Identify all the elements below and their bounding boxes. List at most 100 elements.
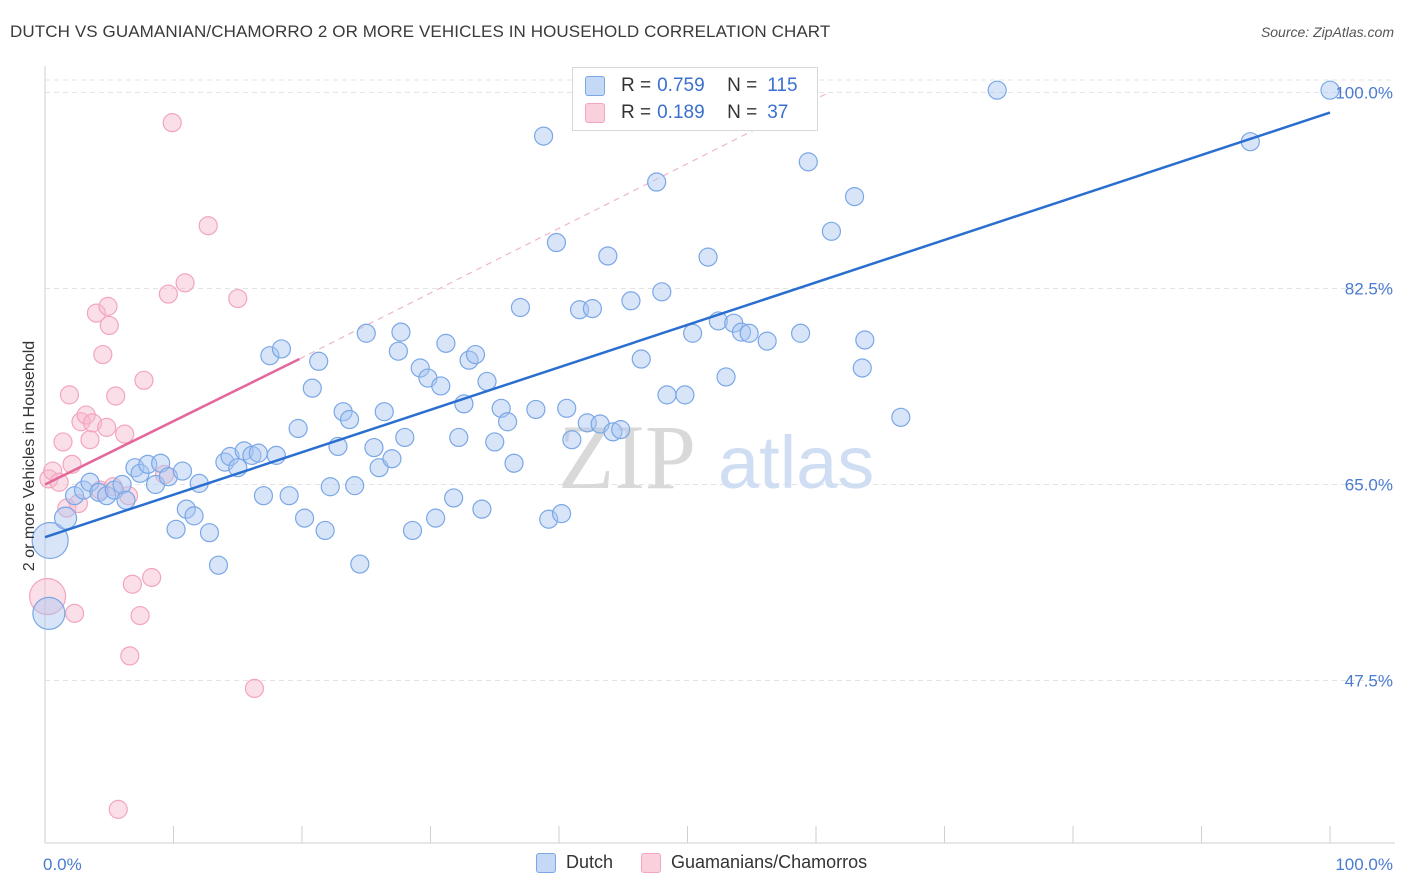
point-guamanian: [228, 288, 248, 309]
y-tick-label: 82.5%: [1345, 279, 1393, 298]
legend-swatch-dutch: [585, 76, 605, 96]
point-dutch: [116, 490, 136, 510]
point-dutch: [309, 351, 329, 371]
point-dutch: [472, 499, 492, 519]
point-dutch: [172, 461, 193, 481]
point-dutch: [798, 152, 818, 172]
point-dutch: [350, 554, 370, 574]
point-guamanian: [82, 413, 103, 433]
point-guamanian: [158, 284, 178, 304]
point-guamanian: [244, 678, 265, 699]
point-dutch: [852, 358, 872, 378]
point-guamanian: [162, 113, 182, 133]
point-dutch: [112, 474, 132, 495]
point-dutch: [391, 322, 411, 342]
point-dutch: [220, 446, 240, 467]
point-dutch: [436, 333, 456, 353]
legend-row-dutch: R = 0.759 N = 115: [585, 74, 798, 98]
point-dutch: [345, 476, 365, 496]
point-guamanian: [86, 303, 107, 323]
point-dutch: [498, 412, 518, 432]
point-dutch: [582, 299, 603, 319]
point-dutch: [485, 432, 505, 452]
point-guamanian: [76, 405, 96, 425]
point-dutch: [410, 358, 430, 378]
point-dutch: [374, 402, 394, 422]
point-dutch: [184, 506, 204, 526]
legend-item-dutch[interactable]: Dutch: [536, 852, 613, 873]
chart-title: DUTCH VS GUAMANIAN/CHAMORRO 2 OR MORE VE…: [10, 22, 831, 41]
point-dutch: [248, 443, 268, 463]
point-dutch: [739, 323, 759, 343]
point-dutch: [855, 330, 875, 350]
trend-extension-guamanian: [299, 91, 830, 360]
point-guamanian: [115, 424, 135, 444]
legend-r-value: 0.189: [657, 102, 705, 123]
y-tick-label: 100.0%: [1335, 83, 1393, 102]
point-dutch: [382, 449, 402, 469]
point-dutch: [891, 407, 911, 427]
point-dutch: [621, 291, 641, 311]
x-tick-label: 0.0%: [43, 855, 82, 874]
series-dutch: [31, 80, 1340, 630]
legend-r-label: R =: [621, 102, 652, 123]
stats-legend: R = 0.759 N = 115 R = 0.189 N = 37: [572, 67, 818, 131]
point-dutch: [73, 480, 94, 500]
point-dutch: [652, 282, 672, 302]
point-dutch: [683, 323, 703, 343]
point-dutch: [271, 339, 292, 359]
point-dutch: [166, 519, 186, 539]
x-tick-label: 100.0%: [1335, 855, 1393, 874]
legend-r-value: 0.759: [657, 75, 705, 96]
point-guamanian: [49, 472, 69, 492]
point-dutch: [465, 344, 486, 365]
point-dutch: [294, 508, 315, 528]
point-dutch: [546, 232, 567, 253]
y-tick-label: 65.0%: [1345, 476, 1393, 495]
point-dutch: [557, 398, 577, 418]
point-dutch: [388, 341, 408, 361]
point-dutch: [844, 186, 865, 207]
point-guamanian: [28, 577, 67, 616]
point-dutch: [821, 221, 842, 241]
series-legend: Dutch Guamanians/Chamorros: [536, 852, 895, 873]
point-dutch: [402, 520, 423, 541]
point-dutch: [426, 508, 446, 528]
point-guamanian: [120, 646, 140, 666]
point-dutch: [510, 297, 531, 318]
point-dutch: [1320, 80, 1340, 100]
point-dutch: [631, 349, 651, 369]
point-dutch: [315, 520, 335, 541]
point-dutch: [279, 486, 299, 506]
legend-swatch-guamanians: [641, 852, 662, 873]
x-tick-labels: 0.0% 100.0%: [43, 855, 1393, 874]
point-guamanian: [53, 432, 73, 452]
point-guamanian: [59, 385, 80, 405]
point-dutch: [32, 596, 66, 630]
point-dutch: [333, 402, 353, 422]
point-guamanian: [99, 315, 119, 336]
legend-n-label: N =: [727, 102, 758, 123]
legend-n-label: N =: [727, 75, 758, 96]
point-dutch: [987, 80, 1007, 100]
point-dutch: [431, 376, 451, 396]
point-guamanian: [130, 605, 150, 626]
point-dutch: [339, 409, 360, 430]
point-dutch: [53, 506, 78, 530]
point-dutch: [208, 555, 229, 575]
point-dutch: [449, 427, 469, 448]
point-guamanian: [122, 574, 142, 594]
point-dutch: [611, 420, 631, 440]
point-dutch: [790, 323, 811, 343]
trend-extension: [299, 91, 830, 360]
point-dutch: [260, 346, 280, 366]
legend-label-guamanians: Guamanians/Chamorros: [671, 852, 868, 872]
point-dutch: [675, 385, 695, 405]
legend-item-guamanians[interactable]: Guamanians/Chamorros: [641, 852, 867, 873]
point-guamanian: [175, 273, 195, 293]
point-dutch: [395, 427, 415, 448]
point-guamanian: [98, 296, 118, 316]
point-dutch: [356, 323, 376, 343]
point-dutch: [302, 378, 322, 398]
